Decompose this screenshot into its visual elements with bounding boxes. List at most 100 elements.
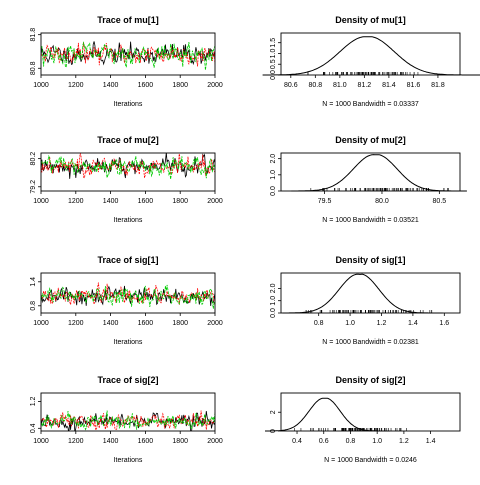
panel-title: Density of mu[1] bbox=[335, 15, 406, 25]
x-tick-label: 80.6 bbox=[284, 82, 298, 89]
x-tick-label: 1800 bbox=[172, 198, 188, 205]
x-tick-label: 2000 bbox=[207, 320, 223, 327]
y-tick-label: 0.8 bbox=[30, 301, 37, 311]
panel-title: Trace of mu[2] bbox=[97, 135, 159, 145]
x-tick-label: 0.6 bbox=[319, 438, 329, 445]
trace-chain-2 bbox=[41, 282, 215, 306]
y-tick-label: 81.8 bbox=[30, 28, 37, 42]
y-tick-label: 1.0 bbox=[270, 48, 277, 58]
x-tick-label: 1800 bbox=[172, 82, 188, 89]
x-tick-label: 1000 bbox=[33, 82, 49, 89]
plot-frame bbox=[280, 272, 461, 314]
x-axis-label: N = 1000 Bandwidth = 0.03337 bbox=[322, 101, 419, 108]
y-tick-label: 1.2 bbox=[30, 396, 37, 406]
y-tick-label: 0.4 bbox=[30, 423, 37, 433]
plot-frame bbox=[280, 152, 461, 192]
x-tick-label: 1600 bbox=[138, 198, 154, 205]
x-tick-label: 81.0 bbox=[333, 82, 347, 89]
trace-chain-2 bbox=[41, 410, 215, 431]
y-tick-label: 0.5 bbox=[270, 59, 277, 69]
panel-6: Trace of sig[2] 1000 1200 1400 1600 1800 2000 0… bbox=[30, 375, 223, 464]
x-tick-label: 0.8 bbox=[314, 320, 324, 327]
y-tick-label: 1.0 bbox=[270, 296, 277, 306]
x-tick-label: 1200 bbox=[68, 82, 84, 89]
plot-frame bbox=[280, 392, 461, 432]
x-axis-label: Iterations bbox=[114, 101, 143, 108]
y-tick-label: 0 bbox=[270, 429, 277, 433]
x-tick-label: 1.2 bbox=[399, 438, 409, 445]
trace-chain-3 bbox=[41, 41, 215, 71]
x-tick-label: 1.2 bbox=[377, 320, 387, 327]
trace-chain-3 bbox=[41, 154, 215, 180]
x-tick-label: 80.5 bbox=[433, 198, 447, 205]
x-tick-label: 1800 bbox=[172, 438, 188, 445]
y-tick-label: 1.5 bbox=[270, 38, 277, 48]
x-tick-label: 1.4 bbox=[426, 438, 436, 445]
panel-1: Density of mu[1] 80.6 80.8 81.0 81.2 81.4 81.6… bbox=[262, 15, 480, 108]
x-axis-label: Iterations bbox=[114, 339, 143, 346]
trace-chain-1 bbox=[41, 41, 215, 66]
x-axis-label: Iterations bbox=[114, 457, 143, 464]
panel-title: Density of mu[2] bbox=[335, 135, 406, 145]
density-curve bbox=[262, 36, 480, 76]
panel-title: Density of sig[2] bbox=[335, 375, 405, 385]
x-tick-label: 80.8 bbox=[309, 82, 323, 89]
x-tick-label: 1.4 bbox=[408, 320, 418, 327]
trace-chain-3 bbox=[41, 410, 215, 431]
y-tick-label: 2.0 bbox=[270, 283, 277, 293]
density-curve bbox=[291, 154, 467, 192]
x-axis-label: N = 1000 Bandwidth = 0.02381 bbox=[322, 339, 419, 346]
x-axis-label: Iterations bbox=[114, 217, 143, 224]
y-tick-label: 1.4 bbox=[30, 277, 37, 287]
y-tick-label: 0.0 bbox=[270, 308, 277, 318]
x-tick-label: 1600 bbox=[138, 320, 154, 327]
panel-2: Trace of mu[2] 1000 1200 1400 1600 1800 2000 79… bbox=[30, 135, 223, 224]
panel-7: Density of sig[2] 0.4 0.6 0.8 1.0 1.2 1.4 0 2 N =… bbox=[265, 375, 461, 464]
y-tick-label: 2.0 bbox=[270, 154, 277, 164]
y-tick-label: 2 bbox=[270, 410, 277, 414]
plot-frame bbox=[40, 32, 216, 76]
panel-4: Trace of sig[1] 1000 1200 1400 1600 1800 2000 0… bbox=[30, 255, 223, 346]
x-axis-label: N = 1000 Bandwidth = 0.0246 bbox=[324, 457, 417, 464]
x-tick-label: 1.0 bbox=[372, 438, 382, 445]
trace-chain-2 bbox=[41, 153, 215, 179]
plot-frame bbox=[40, 272, 216, 314]
panel-title: Density of sig[1] bbox=[335, 255, 405, 265]
x-tick-label: 81.4 bbox=[382, 82, 396, 89]
plot-frame bbox=[280, 32, 461, 76]
y-tick-label: 80.8 bbox=[30, 61, 37, 75]
x-tick-label: 81.2 bbox=[358, 82, 372, 89]
x-tick-label: 79.5 bbox=[318, 198, 332, 205]
panel-title: Trace of sig[2] bbox=[97, 375, 158, 385]
x-tick-label: 1400 bbox=[103, 320, 119, 327]
x-tick-label: 81.8 bbox=[431, 82, 445, 89]
panel-title: Trace of mu[1] bbox=[97, 15, 159, 25]
x-tick-label: 1800 bbox=[172, 320, 188, 327]
y-tick-label: 79.2 bbox=[30, 180, 37, 194]
density-curve bbox=[282, 273, 443, 314]
panel-3: Density of mu[2] 79.5 80.0 80.5 0.0 1.0 2.0 N =… bbox=[270, 135, 467, 224]
x-tick-label: 1400 bbox=[103, 82, 119, 89]
x-tick-label: 1000 bbox=[33, 320, 49, 327]
x-axis-label: N = 1000 Bandwidth = 0.03521 bbox=[322, 217, 419, 224]
x-tick-label: 1400 bbox=[103, 438, 119, 445]
y-tick-label: 80.2 bbox=[30, 152, 37, 166]
x-tick-label: 2000 bbox=[207, 82, 223, 89]
plot-frame bbox=[40, 392, 216, 432]
x-tick-label: 1.0 bbox=[345, 320, 355, 327]
panel-title: Trace of sig[1] bbox=[97, 255, 158, 265]
x-tick-label: 2000 bbox=[207, 198, 223, 205]
density-curve bbox=[265, 397, 390, 432]
trace-chain-2 bbox=[41, 42, 215, 67]
x-tick-label: 1200 bbox=[68, 320, 84, 327]
x-tick-label: 1200 bbox=[68, 438, 84, 445]
x-tick-label: 1000 bbox=[33, 198, 49, 205]
x-tick-label: 1000 bbox=[33, 438, 49, 445]
x-tick-label: 1.6 bbox=[439, 320, 449, 327]
x-tick-label: 1400 bbox=[103, 198, 119, 205]
panel-0: Trace of mu[1] 1000 1200 1400 1600 1800 2000 80… bbox=[30, 15, 223, 108]
x-tick-label: 0.4 bbox=[292, 438, 302, 445]
x-tick-label: 81.6 bbox=[407, 82, 421, 89]
y-tick-label: 1.0 bbox=[270, 170, 277, 180]
